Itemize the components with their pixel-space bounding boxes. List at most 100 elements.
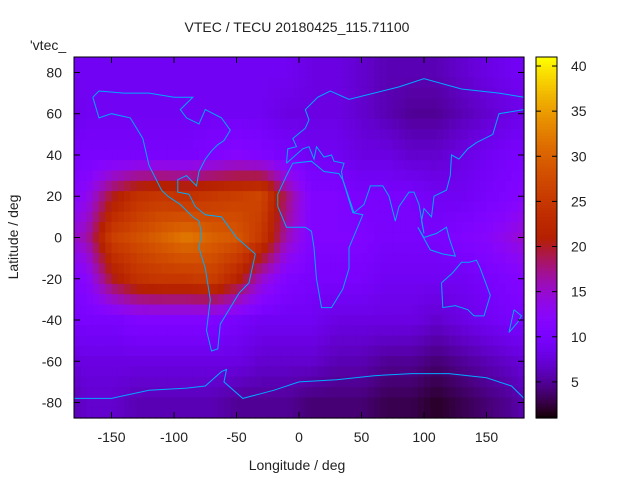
heatmap-cell bbox=[417, 139, 425, 151]
heatmap-cell bbox=[424, 242, 431, 254]
heatmap-cell bbox=[280, 263, 288, 275]
heatmap-cell bbox=[267, 273, 275, 285]
heatmap-cell bbox=[242, 304, 250, 316]
heatmap-cell bbox=[474, 149, 481, 161]
heatmap-cell bbox=[180, 242, 188, 254]
heatmap-cell bbox=[299, 98, 306, 110]
heatmap-cell bbox=[417, 253, 425, 264]
heatmap-cell bbox=[386, 191, 394, 202]
heatmap-cell bbox=[336, 108, 344, 120]
heatmap-cell bbox=[467, 118, 475, 130]
heatmap-cell bbox=[299, 407, 306, 419]
heatmap-cell bbox=[474, 304, 481, 316]
coastline bbox=[508, 309, 523, 333]
heatmap-cell bbox=[461, 87, 469, 99]
heatmap-cell bbox=[342, 345, 350, 357]
heatmap-cell bbox=[274, 283, 281, 295]
heatmap-cell bbox=[342, 304, 350, 316]
heatmap-cell bbox=[455, 139, 463, 151]
heatmap-cell bbox=[192, 376, 200, 388]
heatmap-cell bbox=[461, 160, 469, 171]
heatmap-cell bbox=[374, 314, 381, 326]
heatmap-cell bbox=[330, 191, 338, 202]
heatmap-cell bbox=[274, 325, 281, 337]
heatmap-cell bbox=[430, 304, 438, 316]
heatmap-cell bbox=[186, 77, 194, 89]
heatmap-cell bbox=[436, 108, 444, 120]
heatmap-cell bbox=[186, 356, 194, 367]
heatmap-cell bbox=[124, 129, 131, 141]
heatmap-cell bbox=[499, 232, 506, 244]
heatmap-cell bbox=[86, 335, 94, 347]
heatmap-cell bbox=[161, 191, 169, 202]
heatmap-cell bbox=[280, 356, 288, 367]
heatmap-cell bbox=[80, 335, 88, 347]
heatmap-cell bbox=[492, 232, 500, 244]
heatmap-cell bbox=[324, 170, 331, 182]
heatmap-cell bbox=[336, 263, 344, 275]
heatmap-cell bbox=[155, 129, 163, 141]
heatmap-cell bbox=[324, 191, 331, 202]
heatmap-cell bbox=[499, 129, 506, 141]
heatmap-cell bbox=[374, 397, 381, 409]
heatmap-cell bbox=[174, 160, 181, 171]
heatmap-cell bbox=[180, 294, 188, 306]
heatmap-cell bbox=[455, 77, 463, 89]
heatmap-cell bbox=[217, 170, 225, 182]
heatmap-cell bbox=[142, 77, 150, 89]
heatmap-cell bbox=[386, 314, 394, 326]
heatmap-cell bbox=[461, 387, 469, 398]
heatmap-cell bbox=[367, 232, 375, 244]
heatmap-cell bbox=[180, 407, 188, 419]
heatmap-cell bbox=[186, 345, 194, 357]
heatmap-cell bbox=[336, 87, 344, 99]
heatmap-cell bbox=[474, 397, 481, 409]
heatmap-cell bbox=[499, 149, 506, 161]
heatmap-cell bbox=[124, 191, 131, 202]
heatmap-cell bbox=[192, 170, 200, 182]
heatmap-cell bbox=[430, 325, 438, 337]
heatmap-cell bbox=[205, 118, 213, 130]
heatmap-cell bbox=[380, 191, 388, 202]
heatmap-cell bbox=[311, 304, 319, 316]
heatmap-cell bbox=[317, 242, 325, 254]
heatmap-cell bbox=[349, 294, 356, 306]
heatmap-cell bbox=[324, 273, 331, 285]
heatmap-cell bbox=[299, 139, 306, 151]
heatmap-cell bbox=[217, 294, 225, 306]
heatmap-cell bbox=[217, 180, 225, 192]
heatmap-cell bbox=[361, 180, 369, 192]
heatmap-cell bbox=[374, 77, 381, 89]
heatmap-cell bbox=[142, 407, 150, 419]
heatmap-cell bbox=[324, 108, 331, 120]
heatmap-cell bbox=[367, 108, 375, 120]
heatmap-cell bbox=[355, 232, 363, 244]
heatmap-cell bbox=[136, 294, 144, 306]
heatmap-cell bbox=[286, 77, 294, 89]
heatmap-cell bbox=[317, 108, 325, 120]
heatmap-cell bbox=[149, 294, 156, 306]
heatmap-cell bbox=[380, 98, 388, 110]
heatmap-cell bbox=[324, 387, 331, 398]
heatmap-cell bbox=[374, 211, 381, 223]
heatmap-cell bbox=[392, 139, 400, 151]
colorbar-segment bbox=[536, 360, 557, 365]
heatmap-cell bbox=[274, 129, 281, 141]
heatmap-cell bbox=[242, 335, 250, 347]
heatmap-cell bbox=[499, 273, 506, 285]
heatmap-cell bbox=[405, 57, 413, 68]
heatmap-cell bbox=[442, 191, 450, 202]
heatmap-cell bbox=[311, 170, 319, 182]
heatmap-cell bbox=[86, 325, 94, 337]
heatmap-cell bbox=[205, 87, 213, 99]
heatmap-cell bbox=[167, 397, 175, 409]
heatmap-cell bbox=[186, 201, 194, 213]
heatmap-cell bbox=[117, 232, 125, 244]
heatmap-cell bbox=[436, 118, 444, 130]
heatmap-cell bbox=[130, 376, 138, 388]
heatmap-cell bbox=[480, 263, 488, 275]
heatmap-cell bbox=[386, 201, 394, 213]
heatmap-cell bbox=[124, 397, 131, 409]
heatmap-cell bbox=[511, 98, 519, 110]
heatmap-cell bbox=[461, 263, 469, 275]
